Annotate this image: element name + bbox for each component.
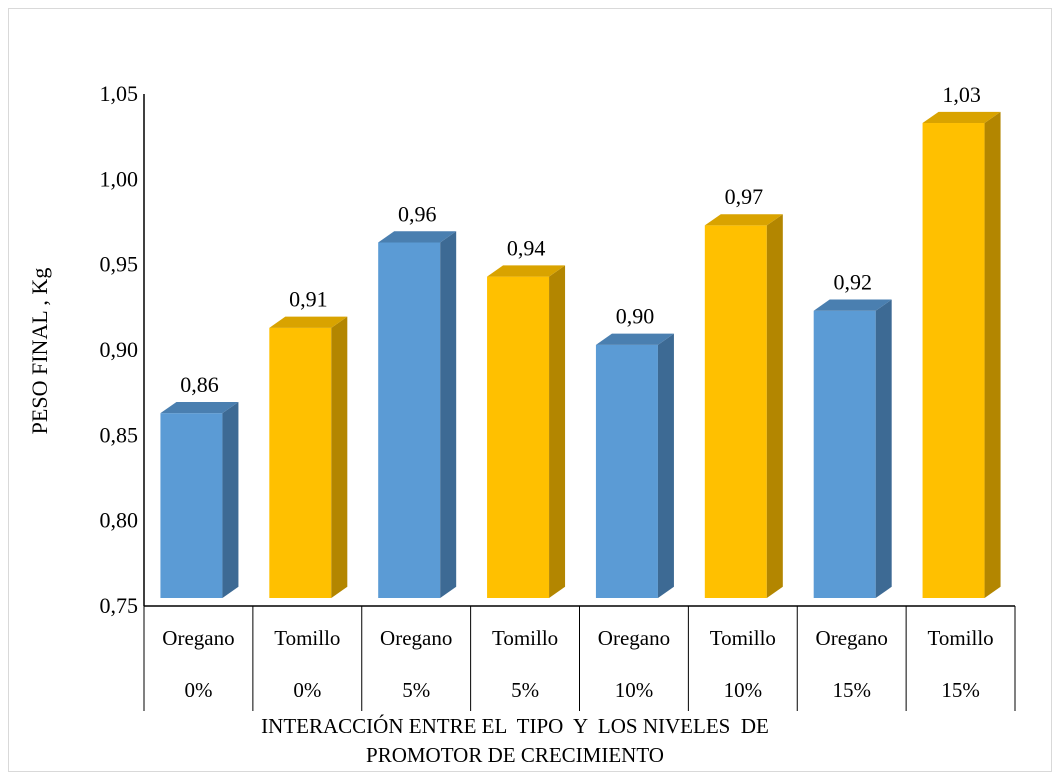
data-label: 0,97 — [725, 184, 764, 209]
data-label: 1,03 — [942, 82, 981, 107]
bar-side — [984, 111, 1001, 599]
data-label: 0,90 — [616, 304, 655, 329]
bar — [269, 316, 348, 598]
y-tick-label: 0,95 — [100, 252, 139, 277]
category-level-label: 0% — [184, 678, 212, 702]
y-tick-labels: 0,75 0,80 0,85 0,90 0,95 1,00 1,05 — [100, 81, 139, 618]
bar — [160, 401, 239, 598]
bar — [378, 231, 457, 599]
bar-side — [875, 299, 892, 598]
bar-top — [378, 231, 457, 243]
bar-top — [160, 401, 239, 414]
category-type-label: Oregano — [598, 626, 670, 650]
category-level-label: 10% — [724, 678, 763, 702]
data-label: 0,92 — [833, 270, 872, 295]
bar-front — [487, 276, 550, 598]
bars-layer — [160, 111, 1001, 599]
category-table: Oregano 0% Tomillo 0% Oregano 5% Tomillo 5% Oreg… — [143, 606, 1016, 711]
category-type-label: Tomillo — [927, 626, 993, 650]
bar-front — [378, 242, 441, 599]
bar-top — [704, 214, 783, 226]
y-tick-label: 1,00 — [100, 166, 139, 191]
y-axis-title: PESO FINAL , Kg — [27, 268, 52, 435]
category-type-label: Tomillo — [710, 626, 776, 650]
category-type-label: Oregano — [816, 626, 888, 650]
data-label: 0,86 — [180, 372, 219, 397]
bar — [813, 299, 892, 598]
category-level-label: 5% — [511, 678, 539, 702]
category-level-label: 5% — [402, 678, 430, 702]
category-level-label: 0% — [293, 678, 321, 702]
category-type-label: Oregano — [380, 626, 452, 650]
category-level-label: 15% — [941, 678, 980, 702]
bar-top — [269, 316, 348, 328]
bar-side — [222, 401, 239, 598]
y-tick-label: 1,05 — [100, 81, 139, 106]
y-tick-label: 0,90 — [100, 337, 139, 362]
category-level-label: 15% — [832, 678, 871, 702]
category-type-label: Tomillo — [492, 626, 558, 650]
y-tick-label: 0,80 — [100, 508, 139, 533]
bar-side — [331, 316, 348, 598]
bar-front — [595, 344, 658, 598]
x-axis-title-line-2: PROMOTOR DE CRECIMIENTO — [366, 743, 664, 767]
bar-side — [766, 214, 783, 599]
data-label: 0,91 — [289, 287, 328, 312]
bar-top — [595, 333, 674, 345]
data-label: 0,94 — [507, 235, 546, 260]
bar-top — [813, 299, 892, 311]
bar-front — [922, 123, 985, 598]
bar-side — [657, 333, 674, 598]
bar-side — [549, 265, 566, 598]
data-labels: 0,86 0,91 0,96 0,94 0,90 0,97 0,92 1,03 — [180, 82, 981, 397]
category-type-label: Tomillo — [274, 626, 340, 650]
bar-front — [813, 310, 876, 598]
bar-front — [160, 413, 223, 598]
bar-top — [487, 265, 566, 277]
bar-front — [269, 327, 332, 598]
bar — [487, 265, 566, 598]
bar-front — [704, 225, 767, 598]
bar — [704, 214, 783, 599]
x-axis-title-line-1: INTERACCIÓN ENTRE EL TIPO Y LOS NIVELES … — [261, 714, 769, 738]
y-tick-label: 0,85 — [100, 422, 139, 447]
data-label: 0,96 — [398, 201, 437, 226]
category-type-label: Oregano — [162, 626, 234, 650]
bar-side — [440, 231, 457, 598]
bar-top — [922, 111, 1001, 124]
bar — [922, 111, 1001, 599]
bar — [595, 333, 674, 598]
category-level-label: 10% — [615, 678, 654, 702]
y-tick-label: 0,75 — [100, 593, 139, 618]
